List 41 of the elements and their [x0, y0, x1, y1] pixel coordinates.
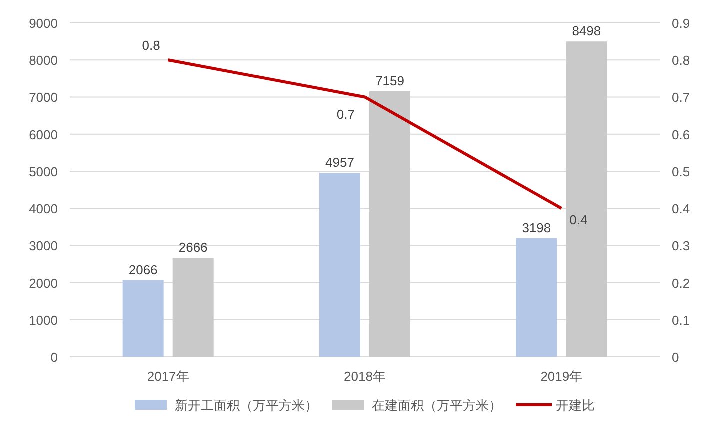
data-label: 0.4: [570, 212, 588, 228]
y2-tick-label: 0.9: [672, 16, 690, 31]
y2-tick-label: 0.6: [672, 127, 690, 142]
bar: [370, 91, 410, 357]
y2-tick-label: 0.4: [672, 202, 690, 217]
legend-label: 在建面积（万平方米）: [372, 398, 502, 413]
y2-tick-label: 0.8: [672, 53, 690, 68]
x-tick-label: 2017年: [147, 369, 190, 384]
y-tick-label: 5000: [29, 164, 58, 180]
legend-label: 开建比: [556, 398, 595, 413]
y-tick-label: 9000: [29, 16, 58, 31]
y-tick-label: 7000: [29, 90, 58, 106]
y-tick-label: 2000: [29, 276, 58, 291]
data-label: 8498: [572, 24, 602, 39]
x-tick-label: 2018年: [344, 369, 386, 384]
data-label: 7159: [376, 73, 404, 88]
y-tick-label: 4000: [29, 202, 58, 217]
legend-label: 新开工面积（万平方米）: [175, 398, 318, 413]
y-tick-label: 1000: [29, 312, 58, 328]
y-tick-label: 0: [50, 350, 58, 365]
bar: [320, 173, 360, 357]
bar: [172, 258, 214, 357]
data-label: 4957: [326, 155, 354, 170]
data-label: 2066: [128, 262, 158, 278]
y2-tick-label: 0.5: [672, 164, 690, 180]
data-label: 0.7: [336, 107, 355, 122]
bar: [566, 42, 608, 357]
y2-tick-label: 0.2: [672, 276, 690, 291]
data-label: 3198: [522, 220, 552, 236]
data-label: 0.8: [142, 38, 160, 54]
y-tick-label: 3000: [29, 238, 58, 254]
bar: [516, 238, 558, 357]
x-tick-label: 2019年: [540, 369, 583, 384]
data-label: 2666: [178, 240, 208, 256]
y-tick-label: 8000: [29, 53, 58, 68]
bar: [122, 280, 164, 357]
y2-tick-label: 0.3: [672, 238, 690, 254]
y2-tick-label: 0.7: [672, 90, 690, 106]
y-tick-label: 6000: [29, 127, 58, 142]
y2-tick-label: 0: [672, 350, 680, 365]
y2-tick-label: 0.1: [672, 312, 690, 328]
